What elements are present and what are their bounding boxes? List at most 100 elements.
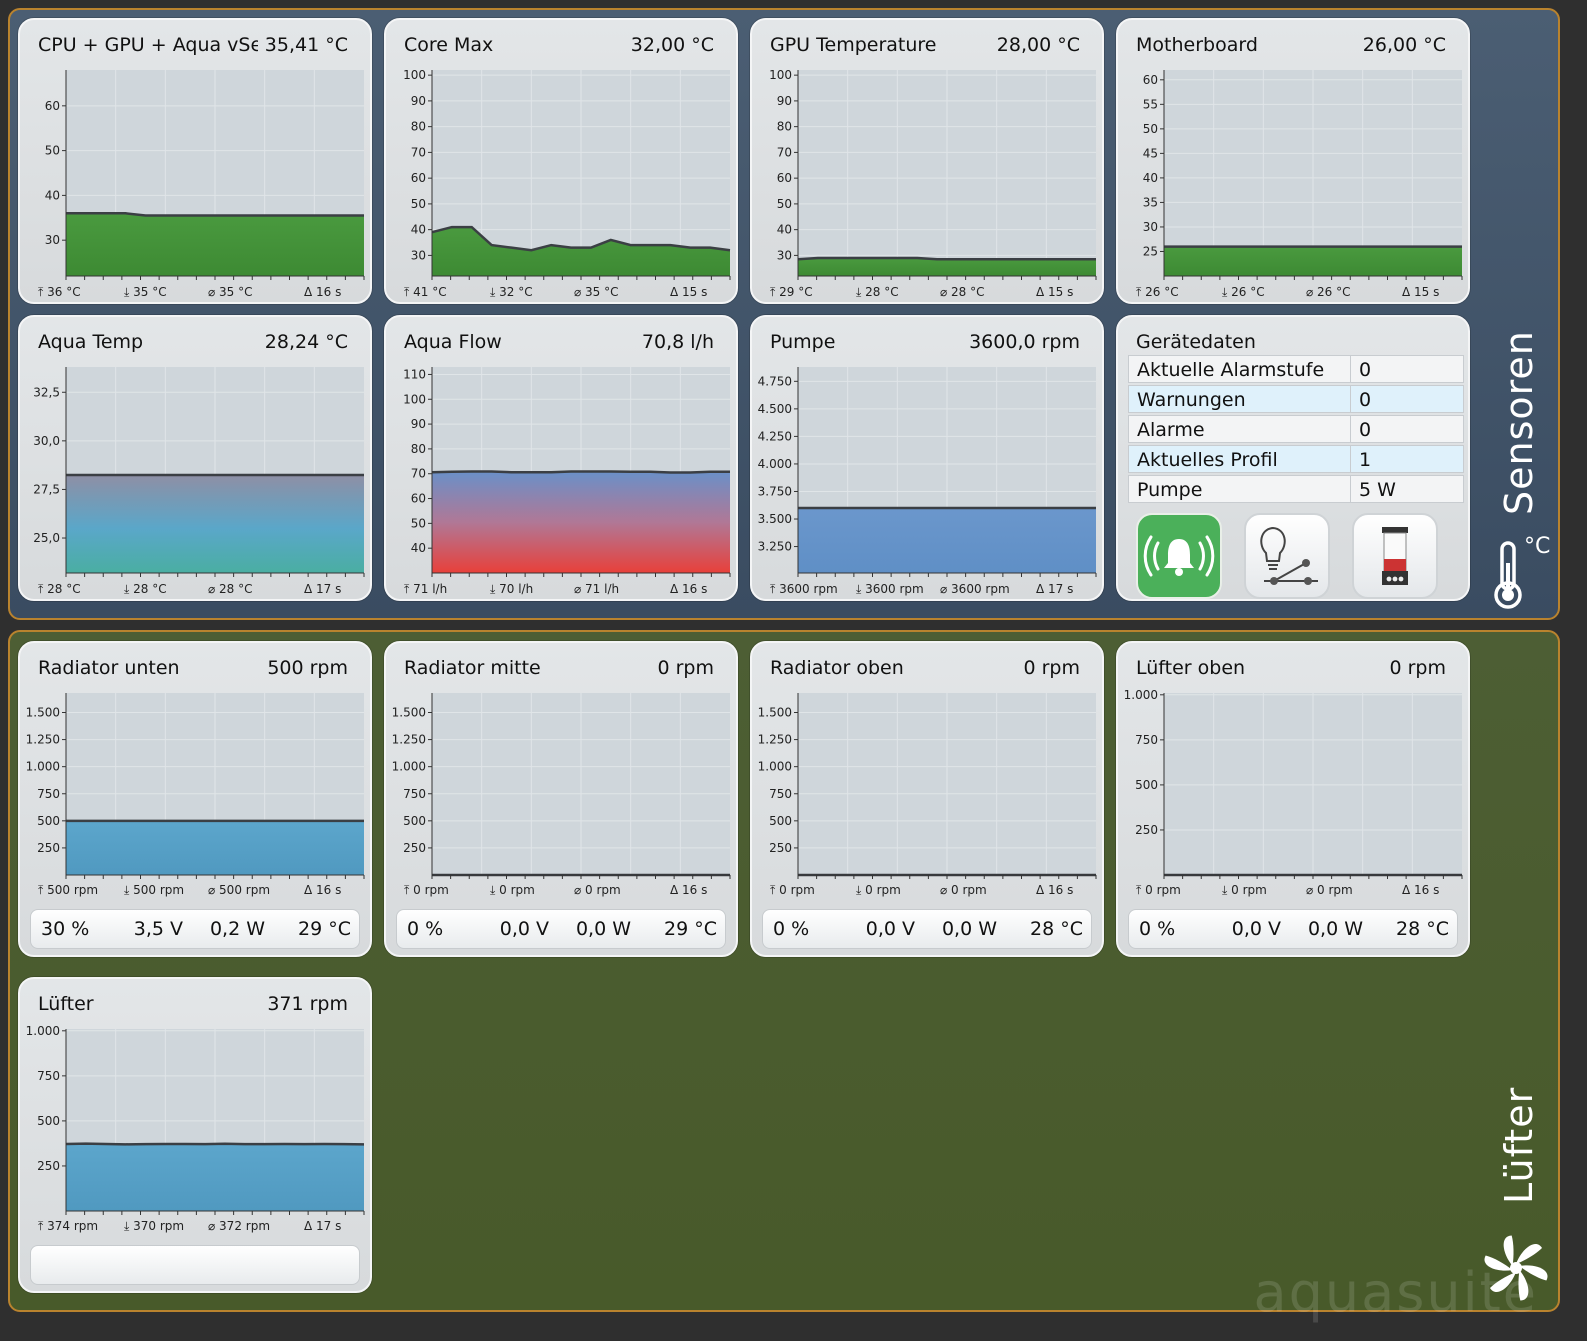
stat-avg-icon: ⌀ [574,582,586,596]
stat-min-group: ⤓ 0 rpm [856,883,901,898]
y-tick-label: 1.000 [758,760,792,774]
stat-max-group: ⤒ 3600 rpm [770,582,838,597]
y-tick-label: 750 [1135,733,1158,747]
y-tick-label: 32,5 [33,385,60,399]
stat-min-icon: ⤓ [490,883,500,897]
stat-min: 0 rpm [499,883,535,897]
stat-max-group: ⤒ 71 l/h [404,582,447,597]
y-tick-label: 50 [45,144,60,158]
fan-tile-luefter-oben[interactable]: 250 500 750 1.000 Lüfter oben 0 rpm ⤒ 0 rpm ⤓ 0… [1116,641,1470,957]
series-line [66,212,364,217]
series-area [1164,246,1462,276]
series-line [431,470,730,474]
fan-tile-luefter[interactable]: 250 500 750 1.000 Lüfter 371 rpm ⤒ 374 rpm ⤓ 37… [18,977,372,1293]
stat-min-icon: ⤓ [856,883,866,897]
stat-min-icon: ⤓ [124,1219,134,1233]
tile-electrical-readout [30,1245,360,1285]
stat-min-icon: ⤓ [856,285,866,299]
stat-max-icon: ⤒ [38,582,48,596]
y-tick-label: 4.750 [758,374,792,388]
y-tick-label: 50 [777,197,792,211]
stat-min: 32 °C [499,285,533,299]
stat-duration-icon: Δ [304,883,317,897]
stat-duration-group: Δ 17 s [304,582,341,596]
y-tick-label: 500 [37,814,60,828]
tile-electrical-readout: 0 % 0,0 V 0,0 W 28 °C [762,909,1092,949]
alarm-button[interactable] [1136,513,1222,599]
y-tick-label: 250 [37,1159,60,1173]
stat-avg-group: ⌀ 28 °C [940,285,985,299]
sensor-tile-aqua-temp[interactable]: 25,0 27,5 30,0 32,5 Aqua Temp 28,24 °C ⤒ 28 °C… [18,315,372,601]
tile-chart: 30 40 50 60 [45,70,365,280]
sensor-tile-aqua-flow[interactable]: 40 50 60 70 80 90 100 110 Aqua Flow 70,8 l/h ⤒ 71 … [384,315,738,601]
light-switch-button[interactable] [1244,513,1330,599]
sensor-tile-core-max[interactable]: 30 40 50 60 70 80 90 100 Core Max 32,00 °C ⤒ 41 °C… [384,18,738,304]
stat-avg-group: ⌀ 26 °C [1306,285,1351,299]
y-tick-label: 80 [777,120,792,134]
stat-duration: 15 s [1414,285,1440,299]
y-tick-label: 40 [411,541,426,555]
tile-current-value: 70,8 l/h [641,331,714,353]
fan-tile-radiator-unten[interactable]: 250 500 750 1.000 1.250 1.500 Radiator unten 50… [18,641,372,957]
stat-min: 3600 rpm [865,582,924,596]
sensor-tile-cpu-gpu-aqua[interactable]: 30 40 50 60 CPU + GPU + Aqua vSen 35,41 °C ⤒ 3… [18,18,372,304]
stat-duration: 17 s [316,582,342,596]
y-tick-label: 250 [403,841,426,855]
power-percent: 0 % [1139,918,1176,940]
stat-duration-group: Δ 16 s [1036,883,1073,897]
stat-max-group: ⤒ 500 rpm [38,883,98,898]
stat-duration-group: Δ 16 s [670,582,707,596]
wattage: 0,0 W [1307,918,1363,940]
power-percent: 30 % [41,918,90,940]
y-tick-label: 750 [769,787,792,801]
device-row-key: Aktuelle Alarmstufe [1128,355,1351,383]
y-tick-label: 90 [411,417,426,431]
power-percent: 0 % [773,918,810,940]
reservoir-button[interactable] [1352,513,1438,599]
fan-tile-radiator-mitte[interactable]: 250 500 750 1.000 1.250 1.500 Radiator mitte 0 … [384,641,738,957]
stat-max: 29 °C [779,285,813,299]
tile-current-value: 0 rpm [657,657,714,679]
stat-min-icon: ⤓ [490,582,500,596]
y-tick-label: 80 [411,120,426,134]
y-tick-label: 3.750 [758,484,792,498]
tile-current-value: 3600,0 rpm [969,331,1080,353]
stat-avg: 71 l/h [585,582,620,596]
y-tick-label: 4.500 [758,402,792,416]
device-row-key: Pumpe [1128,475,1351,503]
stat-min-icon: ⤓ [1222,883,1232,897]
y-tick-label: 60 [411,492,426,506]
stat-duration-icon: Δ [1402,285,1415,299]
tile-current-value: 0 rpm [1389,657,1446,679]
stat-max-group: ⤒ 0 rpm [1136,883,1181,898]
y-tick-label: 40 [411,223,426,237]
sensor-tile-motherboard[interactable]: 25 30 35 40 45 50 55 60 Motherboard 26,00 °C ⤒ 26 … [1116,18,1470,304]
y-tick-label: 250 [769,841,792,855]
y-tick-label: 1.000 [26,1024,60,1038]
stat-avg-icon: ⌀ [1306,285,1318,299]
device-row-pump-power: Pumpe 5 W [1128,475,1464,503]
stat-min: 70 l/h [499,582,534,596]
stat-max-group: ⤒ 29 °C [770,285,813,300]
device-row-alarms: Alarme 0 [1128,415,1464,443]
tile-title: Radiator oben [770,657,904,679]
fan-tile-radiator-oben[interactable]: 250 500 750 1.000 1.250 1.500 Radiator oben 0 r… [750,641,1104,957]
fan-temperature: 28 °C [1396,918,1449,940]
fan-temperature: 29 °C [298,918,351,940]
stat-max-icon: ⤒ [38,285,48,299]
sensor-tile-gpu-temperature[interactable]: 30 40 50 60 70 80 90 100 GPU Temperature 28,00 °C… [750,18,1104,304]
tile-title: Aqua Flow [404,331,502,353]
alarm-bell-icon [1143,535,1215,577]
stat-avg-icon: ⌀ [940,582,952,596]
tile-title: GPU Temperature [770,34,937,56]
y-tick-label: 40 [45,188,60,202]
sensor-tile-pumpe[interactable]: 3.250 3.500 3.750 4.000 4.250 4.500 4.750 Pumpe… [750,315,1104,601]
sensors-group-label: Sensoren [1497,330,1541,515]
series-line [431,225,731,252]
stat-max: 26 °C [1145,285,1179,299]
stat-duration-icon: Δ [670,285,683,299]
stat-avg-group: ⌀ 0 rpm [940,883,987,897]
stat-max-icon: ⤒ [404,285,414,299]
stat-avg-group: ⌀ 0 rpm [1306,883,1353,897]
device-row-key: Alarme [1128,415,1351,443]
